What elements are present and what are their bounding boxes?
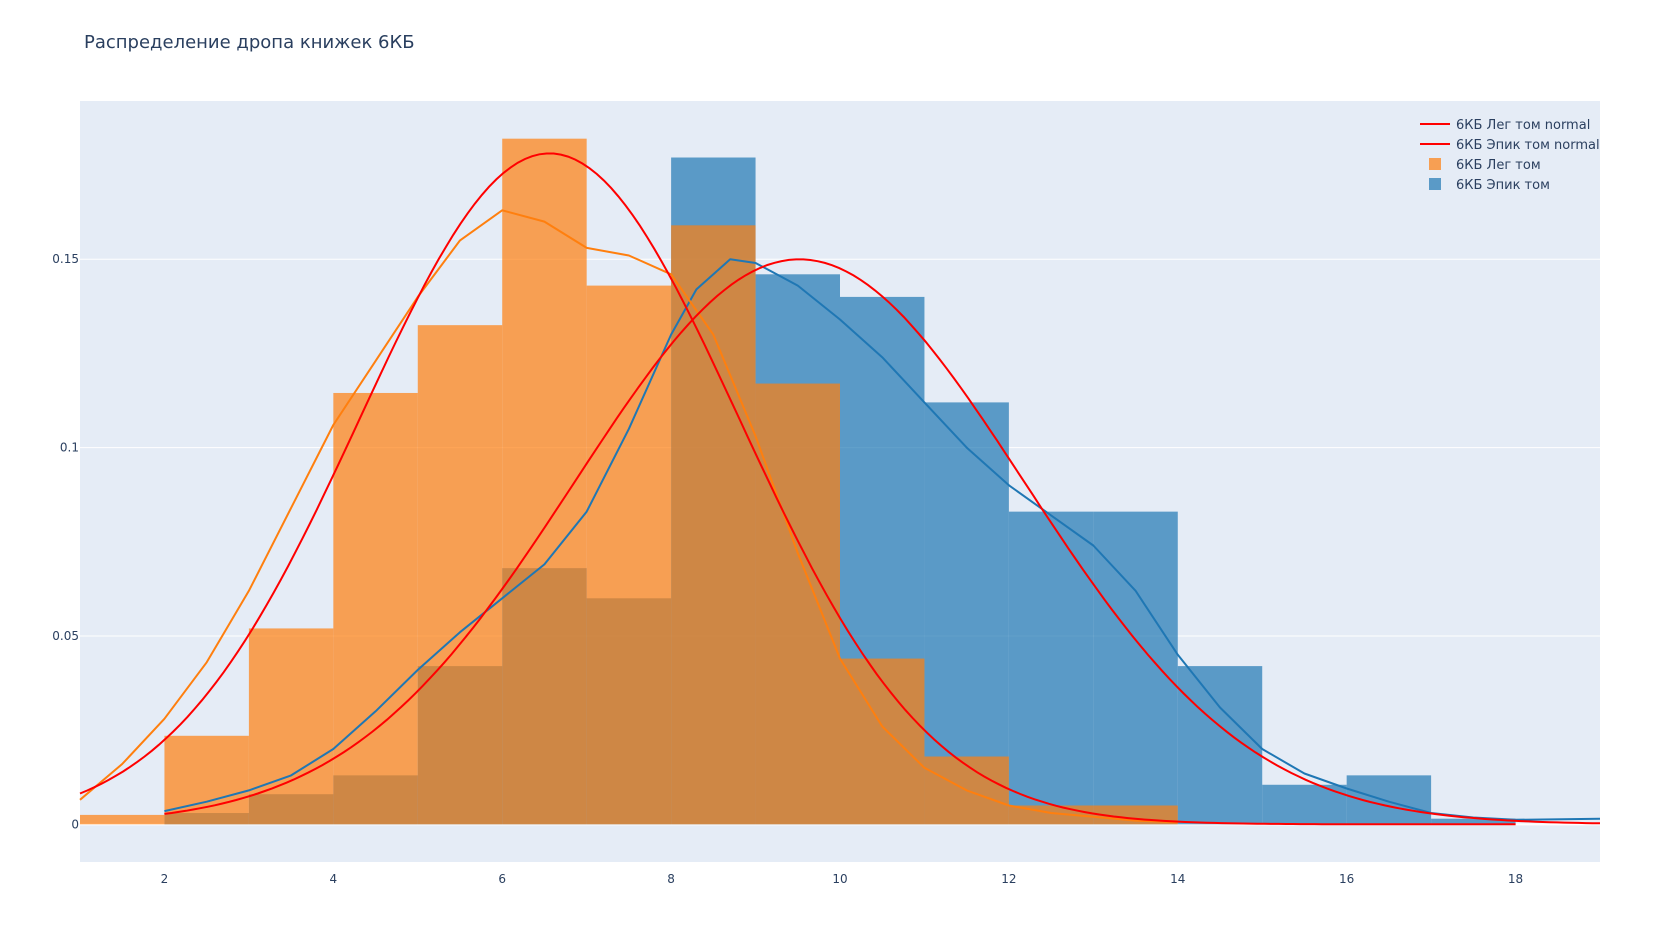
legend-item[interactable]: 6КБ Эпик том normal — [1420, 138, 1600, 153]
legend-item[interactable]: 6КБ Лег том — [1429, 158, 1541, 173]
x-tick-label: 2 — [161, 872, 169, 886]
histogram-bar-series-0[interactable] — [1431, 818, 1516, 825]
legend-label: 6КБ Лег том — [1456, 158, 1541, 173]
y-tick-label: 0.15 — [52, 252, 79, 266]
x-tick-label: 14 — [1170, 872, 1185, 886]
kde-curve-1[interactable] — [79, 209, 1178, 824]
histogram-bar-series-0[interactable] — [1093, 511, 1178, 825]
histogram-bar-series-1[interactable] — [586, 285, 672, 825]
normal-curve-0[interactable] — [79, 152, 1516, 826]
legend-label: 6КБ Эпик том — [1456, 178, 1550, 193]
legend-item[interactable]: 6КБ Эпик том — [1429, 178, 1550, 193]
histogram-bar-series-0[interactable] — [1008, 511, 1094, 825]
histogram-bar-series-1[interactable] — [248, 628, 334, 825]
legend[interactable]: 6КБ Лег том normal 6КБ Эпик том normal 6КБ… — [1420, 118, 1600, 193]
normal-curve-1[interactable] — [164, 258, 1601, 825]
histogram-bar-series-1[interactable] — [333, 392, 418, 825]
lines-layer — [79, 152, 1601, 826]
legend-box-swatch — [1429, 178, 1441, 190]
legend-box-swatch — [1429, 158, 1441, 170]
legend-label: 6КБ Эпик том normal — [1456, 138, 1600, 153]
y-tick-label: 0.05 — [52, 629, 79, 643]
y-tick-label: 0.1 — [60, 441, 79, 455]
x-axis-ticks: 2 4 6 8 10 12 14 16 18 — [161, 872, 1524, 886]
legend-item[interactable]: 6КБ Лег том normal — [1420, 118, 1590, 133]
histogram-bar-series-1[interactable] — [840, 658, 925, 825]
histogram-bar-series-1[interactable] — [164, 735, 249, 825]
x-tick-label: 18 — [1508, 872, 1523, 886]
x-tick-label: 10 — [832, 872, 847, 886]
histogram-bar-series-1[interactable] — [671, 225, 756, 825]
histogram-bar-series-1[interactable] — [755, 383, 840, 825]
histogram-bar-series-1[interactable] — [80, 814, 165, 825]
x-tick-label: 16 — [1339, 872, 1354, 886]
histogram-bar-series-1[interactable] — [502, 138, 587, 825]
histogram-bar-series-0[interactable] — [1177, 666, 1263, 825]
x-tick-label: 8 — [667, 872, 675, 886]
x-tick-label: 4 — [330, 872, 338, 886]
legend-label: 6КБ Лег том normal — [1456, 118, 1590, 133]
chart-title: Распределение дропа книжек 6КБ — [84, 32, 415, 53]
x-tick-label: 12 — [1001, 872, 1016, 886]
y-axis-ticks: 0 0.05 0.1 0.15 — [52, 252, 79, 831]
y-tick-label: 0 — [71, 817, 79, 831]
bars-layer — [80, 138, 1516, 825]
x-tick-label: 6 — [498, 872, 506, 886]
kde-curve-0[interactable] — [164, 258, 1601, 821]
histogram-bar-series-1[interactable] — [417, 325, 503, 825]
